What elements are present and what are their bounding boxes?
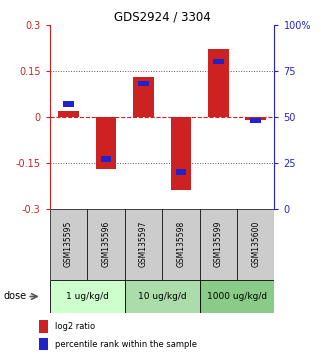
Bar [162,209,200,280]
Bar [39,338,48,350]
Text: 1000 ug/kg/d: 1000 ug/kg/d [207,292,267,301]
Title: GDS2924 / 3304: GDS2924 / 3304 [114,11,211,24]
Text: percentile rank within the sample: percentile rank within the sample [56,339,197,349]
Bar [125,209,162,280]
Bar [138,81,149,86]
Text: 1 ug/kg/d: 1 ug/kg/d [66,292,108,301]
Bar [39,320,48,333]
Bar [246,117,266,120]
Bar [101,156,111,162]
Bar [50,209,87,280]
Bar [133,77,154,117]
Bar [96,117,116,169]
Bar [200,280,274,313]
Bar [176,169,186,175]
Bar [63,101,74,107]
Bar [200,209,237,280]
Bar [58,111,79,117]
Text: GSM135598: GSM135598 [176,221,185,267]
Text: GSM135597: GSM135597 [139,221,148,268]
Bar [237,209,274,280]
Bar [213,59,223,64]
Bar [87,209,125,280]
Text: GSM135595: GSM135595 [64,221,73,268]
Bar [208,49,229,117]
Bar [50,280,125,313]
Bar [250,118,261,123]
Bar [125,280,200,313]
Text: log2 ratio: log2 ratio [56,322,96,331]
Text: GSM135600: GSM135600 [251,221,260,268]
Bar [170,117,191,190]
Text: GSM135599: GSM135599 [214,221,223,268]
Text: dose: dose [3,291,26,302]
Text: GSM135596: GSM135596 [101,221,110,268]
Text: 10 ug/kg/d: 10 ug/kg/d [138,292,187,301]
